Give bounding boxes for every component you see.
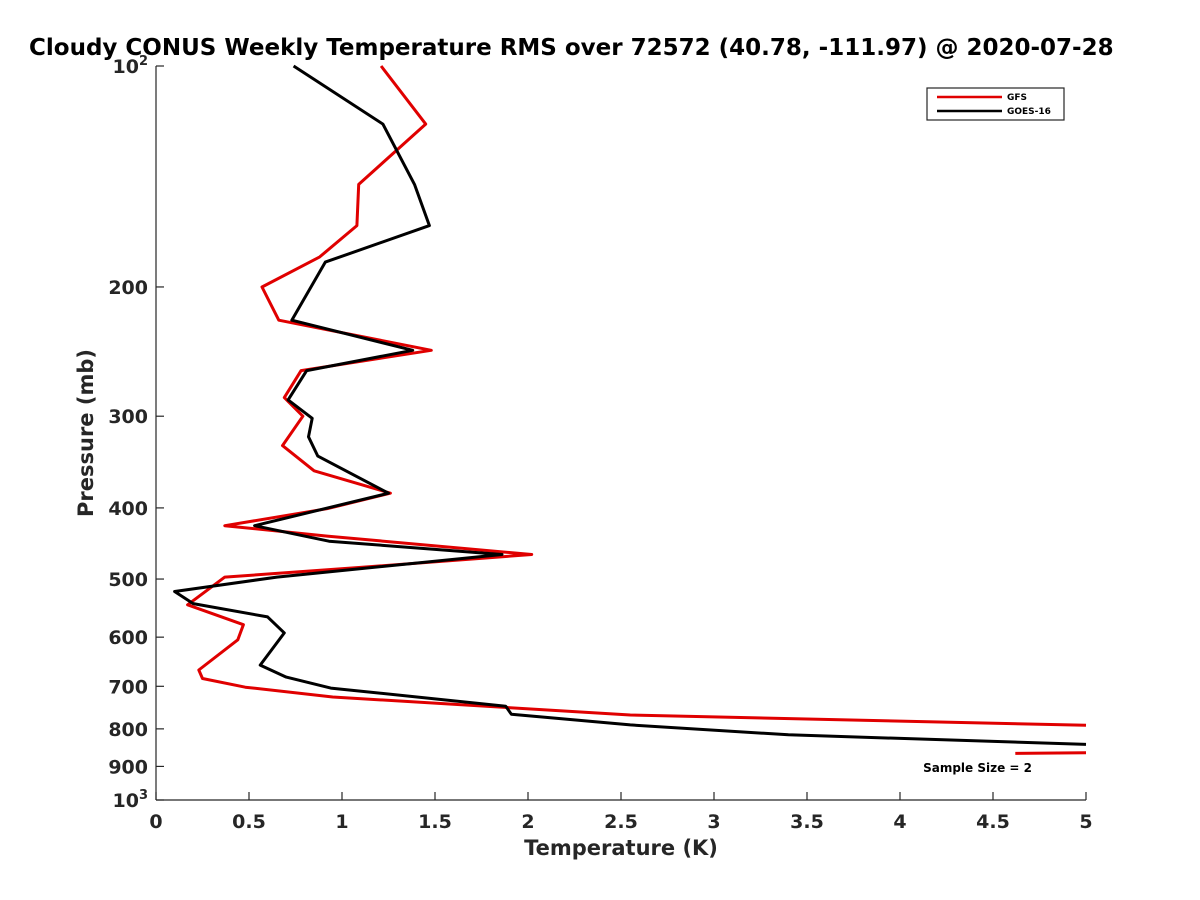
legend-box — [926, 87, 1065, 121]
y-tick-label: 200 — [108, 277, 148, 299]
x-tick-label: 4.5 — [976, 811, 1010, 833]
y-axis-ticks: 102 200 300 400 500 600 700 800 900 103 — [108, 54, 164, 812]
x-tick-label: 0.5 — [232, 811, 266, 833]
y-tick-label: 900 — [108, 756, 148, 778]
x-tick-label: 5 — [1079, 811, 1092, 833]
x-tick-label: 1 — [335, 811, 348, 833]
legend-gfs-label: GFS — [1007, 93, 1027, 103]
series-line-gfs — [186, 65, 1087, 727]
y-tick-label: 700 — [108, 676, 148, 698]
x-tick-label: 0 — [149, 811, 162, 833]
x-axis-label: Temperature (K) — [524, 836, 718, 860]
series-line-gfs-segment — [1015, 751, 1087, 755]
x-axis-ticks: 0 0.5 1 1.5 2 2.5 3 3.5 4 4.5 5 — [149, 792, 1093, 833]
y-tick-label: 102 — [113, 54, 149, 78]
x-tick-label: 2.5 — [604, 811, 638, 833]
series-layer — [173, 64, 1087, 755]
legend: GFS GOES-16 — [926, 87, 1065, 121]
y-tick-label: 103 — [113, 788, 149, 812]
y-tick-label: 500 — [108, 569, 148, 591]
legend-goes16-label: GOES-16 — [1007, 107, 1051, 117]
y-tick-label: 400 — [108, 498, 148, 520]
y-axis-label: Pressure (mb) — [74, 349, 98, 517]
x-tick-label: 4 — [893, 811, 906, 833]
x-tick-label: 3 — [707, 811, 720, 833]
series-line-goes16 — [173, 64, 1087, 746]
sample-size-annotation: Sample Size = 2 — [923, 761, 1032, 775]
y-tick-label: 300 — [108, 406, 148, 428]
chart-title: Cloudy CONUS Weekly Temperature RMS over… — [29, 35, 1114, 61]
x-tick-label: 3.5 — [790, 811, 824, 833]
x-tick-label: 1.5 — [418, 811, 452, 833]
x-tick-label: 2 — [521, 811, 534, 833]
y-tick-label: 800 — [108, 719, 148, 741]
y-tick-label: 600 — [108, 627, 148, 649]
